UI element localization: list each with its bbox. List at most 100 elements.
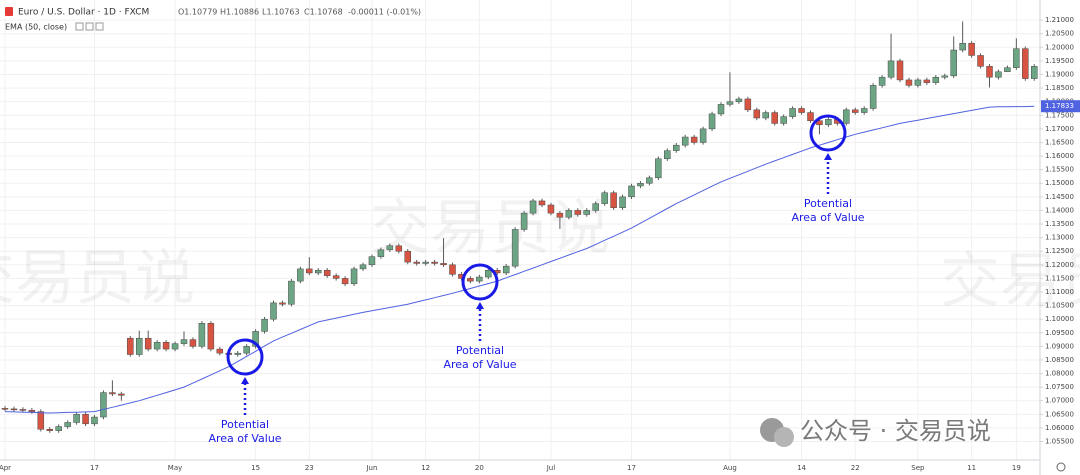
x-tick-label: 14	[797, 464, 806, 472]
candle-body	[995, 71, 1002, 78]
candle-body	[771, 112, 778, 124]
footer-text: 公众号 · 交易员说	[800, 417, 991, 445]
x-tick-label: 17	[627, 464, 636, 472]
x-tick-label: 20	[475, 464, 484, 472]
candle-body	[896, 60, 904, 81]
y-tick-label: 1.11000	[1045, 288, 1074, 296]
y-tick-label: 1.13500	[1045, 220, 1074, 228]
annotation-arrowhead	[824, 153, 832, 160]
y-tick-label: 1.05500	[1045, 438, 1074, 446]
x-tick-label: 22	[851, 464, 860, 472]
candle-body	[914, 79, 922, 86]
y-tick-label: 1.07500	[1045, 383, 1074, 391]
x-tick-label: Jul	[546, 464, 556, 472]
watermarks: 交易员说交易员说交易员说	[0, 194, 1080, 317]
candle-body	[323, 269, 331, 276]
y-tick-label: 1.09000	[1045, 342, 1074, 350]
candle-body	[288, 280, 295, 305]
wechat-icon	[774, 427, 794, 447]
candle-body	[619, 196, 626, 208]
candle-body	[753, 109, 761, 119]
candle-body	[297, 268, 304, 282]
candle-body	[73, 414, 80, 423]
y-tick-label: 1.15000	[1045, 179, 1074, 187]
candle-body	[655, 158, 662, 179]
candle-body	[118, 393, 125, 396]
candle-body	[270, 302, 277, 320]
x-tick-label: 12	[421, 464, 430, 472]
candle-body	[923, 79, 931, 83]
settings-icon[interactable]	[1056, 462, 1066, 472]
candle-body	[341, 278, 349, 285]
watermark: 交易员说	[940, 247, 1080, 317]
x-tick-label: 19	[1012, 464, 1021, 472]
ema-line	[4, 105, 1035, 414]
candle-body	[673, 144, 680, 151]
candle-body	[529, 200, 537, 214]
candle-body	[583, 210, 590, 215]
y-tick-label: 1.14500	[1045, 193, 1074, 201]
y-tick-label: 1.08000	[1045, 370, 1074, 378]
candle-body	[279, 302, 286, 305]
y-tick-label: 1.19000	[1045, 70, 1074, 78]
candle-body	[538, 200, 546, 206]
candle-body	[878, 76, 886, 86]
candle-body	[234, 352, 241, 355]
candle-body	[377, 249, 385, 257]
candle-body	[386, 245, 394, 251]
candle-body	[825, 119, 832, 126]
y-tick-label: 1.11500	[1045, 274, 1074, 282]
y-tick-label: 1.10500	[1045, 302, 1074, 310]
candle-body	[843, 109, 850, 124]
candle-body	[332, 275, 340, 279]
candle-body	[180, 339, 188, 344]
indicator-icon[interactable]	[85, 22, 94, 31]
indicator-label: EMA (50, close)	[5, 23, 67, 32]
candle-body	[136, 337, 143, 355]
y-tick-label: 1.13000	[1045, 234, 1074, 242]
candle-body	[789, 108, 796, 117]
price-marker-label: 1.17833	[1045, 102, 1074, 110]
annotation-text: Area of Value	[791, 211, 864, 224]
y-tick-label: 1.19500	[1045, 57, 1074, 65]
candle-body	[628, 185, 635, 198]
candle-body	[511, 229, 519, 267]
change-value: -0.00011 (-0.01%)	[348, 8, 421, 17]
grid	[0, 0, 1040, 460]
candle-body	[449, 264, 456, 275]
candle-body	[762, 112, 769, 119]
y-tick-label: 1.17500	[1045, 111, 1074, 119]
candle-body	[368, 256, 376, 266]
ohlc-value: L1.10763	[262, 8, 300, 17]
candle-body	[502, 265, 510, 274]
y-tick-label: 1.12000	[1045, 261, 1074, 269]
x-tick-label: Aug	[723, 464, 737, 472]
x-tick-label: Sep	[911, 464, 925, 472]
candle-body	[359, 264, 367, 270]
candle-body	[601, 192, 608, 204]
candle-body	[198, 323, 206, 347]
candle-body	[243, 346, 250, 354]
candle-body	[968, 42, 975, 56]
indicator-icon[interactable]	[95, 22, 104, 31]
y-tick-label: 1.15500	[1045, 166, 1074, 174]
candle-body	[860, 108, 868, 113]
annotation-arrowhead	[241, 377, 249, 384]
candle-body	[46, 429, 53, 431]
ohlc-legend: O1.10779 H1.10886 L1.10763 C1.10768 -0.00011…	[178, 8, 421, 17]
candle-body	[153, 342, 161, 350]
annotation-text: Potential	[221, 418, 269, 431]
candle-body	[977, 55, 984, 67]
candle-body	[395, 245, 403, 252]
x-tick-label: Jun	[365, 464, 377, 472]
ohlc-value: H1.10886	[220, 8, 259, 17]
candle-body	[565, 210, 573, 218]
indicator-icon[interactable]	[75, 22, 84, 31]
y-tick-label: 1.20000	[1045, 43, 1074, 51]
candle-body	[476, 276, 483, 282]
annotation-text: Area of Value	[208, 432, 281, 445]
annotation-text: Area of Value	[443, 358, 516, 371]
annotation-circle	[809, 114, 847, 152]
